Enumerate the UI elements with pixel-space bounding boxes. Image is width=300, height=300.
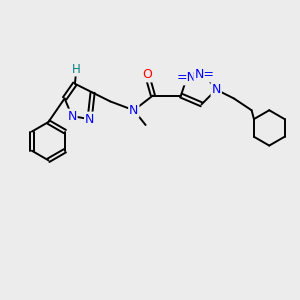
- Text: N: N: [212, 83, 221, 96]
- Text: N: N: [85, 112, 94, 126]
- Text: =N: =N: [177, 71, 197, 84]
- Text: O: O: [142, 68, 152, 81]
- Text: N=: N=: [194, 68, 214, 81]
- Text: H: H: [72, 62, 81, 76]
- Text: N: N: [129, 104, 139, 117]
- Text: N: N: [67, 110, 77, 123]
